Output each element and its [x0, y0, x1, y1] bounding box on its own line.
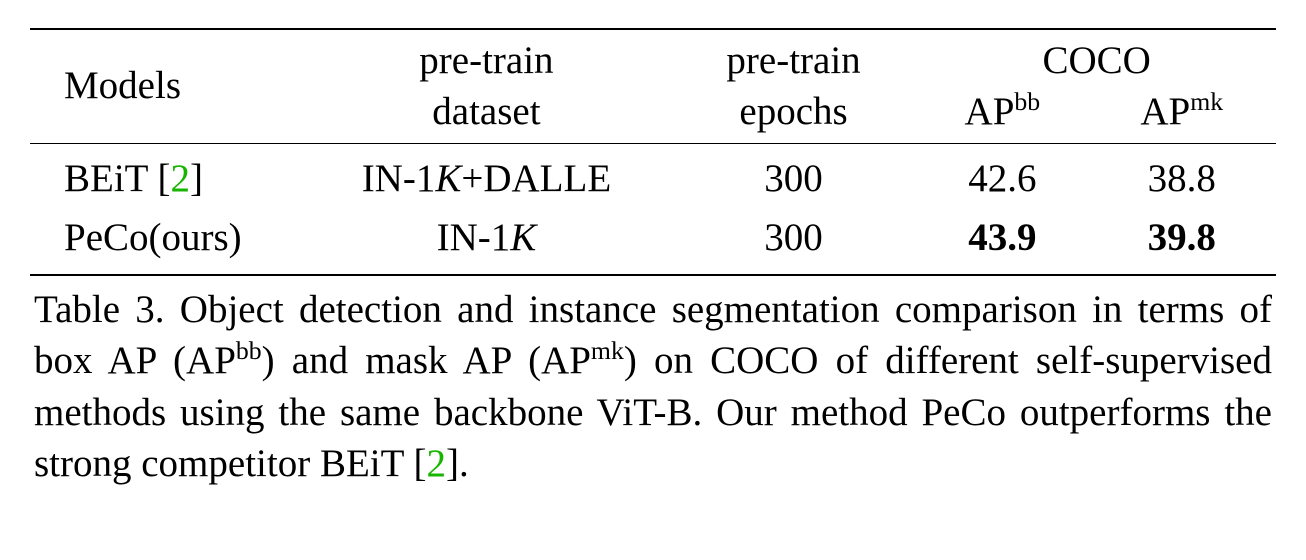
model-name-suffix: ]	[190, 157, 203, 200]
cell-model: PeCo(ours)	[30, 209, 303, 275]
dataset-post: +DALLE	[461, 157, 611, 200]
cell-ap-bb: 42.6	[917, 144, 1087, 209]
caption-text-2: ) and mask AP (AP	[262, 339, 591, 382]
header-ap-bb-prefix: AP	[965, 90, 1015, 133]
table-caption: Table 3. Object detection and instance s…	[30, 276, 1276, 490]
caption-text-4: ].	[446, 442, 469, 485]
results-table-container: Models pre-train pre-train COCO dataset …	[30, 28, 1276, 276]
citation-link[interactable]: 2	[426, 442, 446, 485]
header-models: Models	[30, 29, 303, 144]
header-ap-mk-sup: mk	[1190, 87, 1223, 116]
cell-ap-mk: 39.8	[1087, 209, 1276, 275]
cell-epochs: 300	[670, 209, 917, 275]
table-row: BEiT [2] IN-1K+DALLE 300 42.6 38.8	[30, 144, 1276, 209]
header-ap-bb-sup: bb	[1014, 87, 1040, 116]
caption-sup-bb: bb	[236, 336, 262, 365]
cell-epochs: 300	[670, 144, 917, 209]
caption-label: Table 3.	[34, 288, 180, 331]
cell-ap-bb: 43.9	[917, 209, 1087, 275]
cell-dataset: IN-1K+DALLE	[303, 144, 670, 209]
cell-dataset: IN-1K	[303, 209, 670, 275]
header-pretrain-dataset-line1: pre-train	[303, 29, 670, 87]
dataset-ital: K	[510, 216, 536, 259]
results-table: Models pre-train pre-train COCO dataset …	[30, 28, 1276, 276]
cell-model: BEiT [2]	[30, 144, 303, 209]
table-row: PeCo(ours) IN-1K 300 43.9 39.8	[30, 209, 1276, 275]
model-name-prefix: BEiT [	[64, 157, 171, 200]
header-ap-mk: APmk	[1087, 87, 1276, 144]
header-pretrain-dataset-line2: dataset	[303, 87, 670, 144]
citation-link[interactable]: 2	[171, 157, 191, 200]
header-coco: COCO	[917, 29, 1276, 87]
cell-ap-mk: 38.8	[1087, 144, 1276, 209]
header-ap-bb: APbb	[917, 87, 1087, 144]
header-pretrain-epochs-line2: epochs	[670, 87, 917, 144]
model-name-prefix: PeCo(ours)	[64, 216, 242, 259]
caption-sup-mk: mk	[591, 336, 624, 365]
dataset-ital: K	[435, 157, 461, 200]
header-ap-mk-prefix: AP	[1140, 90, 1190, 133]
header-pretrain-epochs-line1: pre-train	[670, 29, 917, 87]
dataset-pre: IN-1	[362, 157, 436, 200]
dataset-pre: IN-1	[437, 216, 511, 259]
